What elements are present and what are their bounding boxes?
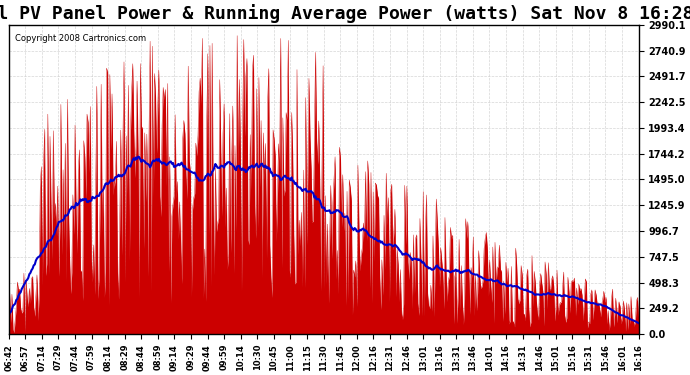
Text: Copyright 2008 Cartronics.com: Copyright 2008 Cartronics.com (15, 34, 146, 43)
Title: Total PV Panel Power & Running Average Power (watts) Sat Nov 8 16:28: Total PV Panel Power & Running Average P… (0, 4, 690, 23)
